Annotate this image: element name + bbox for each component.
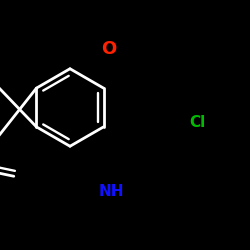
Text: O: O xyxy=(101,40,116,58)
Text: NH: NH xyxy=(98,184,124,199)
Text: Cl: Cl xyxy=(190,115,206,130)
